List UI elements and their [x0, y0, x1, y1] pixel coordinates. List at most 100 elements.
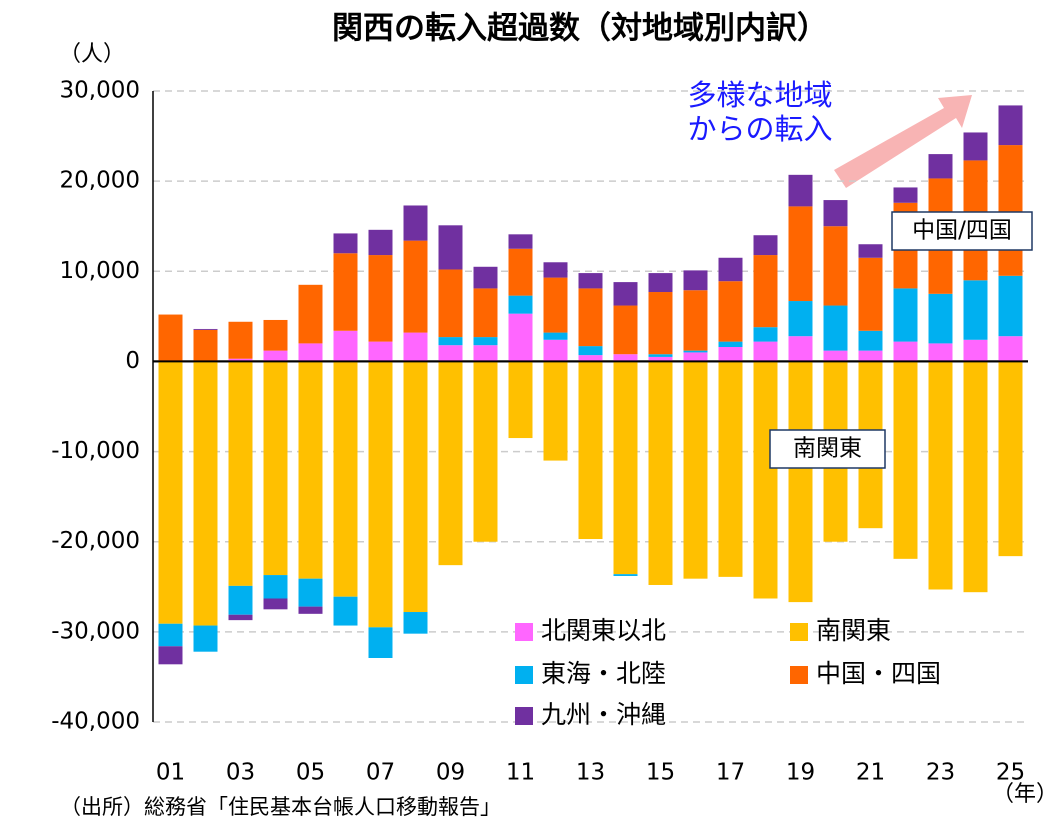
bar [158, 314, 183, 362]
bar [368, 341, 393, 362]
bar [578, 361, 603, 540]
bar [823, 305, 848, 351]
bar [788, 206, 813, 302]
x-tick-label: 03 [226, 760, 255, 786]
bar [298, 578, 323, 607]
bar [438, 269, 463, 338]
legend-swatch [515, 707, 533, 725]
bar [193, 361, 218, 626]
bar [718, 281, 743, 342]
x-tick-label: 23 [926, 760, 955, 786]
bar [263, 350, 288, 362]
bar [508, 248, 533, 296]
bar [298, 284, 323, 344]
bar [403, 612, 428, 634]
bar [718, 341, 743, 348]
bar [263, 319, 288, 351]
bar [998, 145, 1023, 276]
bar [998, 336, 1023, 362]
bar [438, 225, 463, 270]
bar [858, 257, 883, 331]
bar [578, 273, 603, 289]
bar [508, 234, 533, 249]
bar [333, 330, 358, 362]
bar [158, 646, 183, 665]
bar [438, 361, 463, 566]
bar [403, 240, 428, 333]
chart-title: 関西の転入超過数（対地域別内訳） [332, 11, 828, 47]
x-tick-label: 11 [506, 760, 535, 786]
bar [508, 313, 533, 362]
bar [438, 337, 463, 346]
bar [403, 205, 428, 241]
y-unit: （人） [59, 42, 125, 67]
bar [928, 361, 953, 590]
bar [473, 345, 498, 362]
legend-swatch [790, 623, 808, 641]
y-tick-label: 10,000 [60, 258, 140, 284]
bar [893, 187, 918, 203]
bar [193, 328, 218, 330]
y-tick-label: -40,000 [51, 709, 140, 735]
bar [998, 105, 1023, 146]
y-tick-label: -30,000 [51, 618, 140, 644]
bar [578, 355, 603, 362]
bar [298, 606, 323, 614]
bar [858, 330, 883, 351]
bar [193, 329, 218, 362]
bar [613, 574, 638, 576]
bar [753, 361, 778, 599]
legend-label: 九州・沖縄 [541, 700, 666, 729]
bar [543, 361, 568, 461]
legend-label: 中国・四国 [816, 659, 941, 688]
bar [228, 585, 253, 615]
bar [753, 255, 778, 328]
bar [228, 321, 253, 359]
x-tick-label: 01 [156, 760, 185, 786]
bar [648, 273, 673, 293]
legend-label: 北関東以北 [541, 616, 666, 645]
bar [963, 132, 988, 161]
bar [158, 361, 183, 624]
bar [788, 301, 813, 337]
x-tick-label: 25 [996, 760, 1025, 786]
bar [403, 332, 428, 362]
bar [508, 361, 533, 439]
bar [648, 361, 673, 585]
bar [158, 623, 183, 647]
bar [473, 288, 498, 338]
bar [893, 341, 918, 362]
bar [193, 625, 218, 652]
x-unit: （年） [992, 782, 1058, 807]
bar [263, 575, 288, 599]
bar [963, 339, 988, 362]
bar [228, 361, 253, 586]
bar [718, 347, 743, 362]
bar [333, 253, 358, 331]
bar [823, 200, 848, 227]
bar [753, 341, 778, 362]
bar [683, 361, 708, 579]
bar [368, 627, 393, 658]
bar [613, 282, 638, 306]
bar [578, 288, 603, 347]
bar [333, 361, 358, 597]
bar [998, 275, 1023, 337]
bar [613, 305, 638, 355]
bar [473, 266, 498, 289]
bar [333, 233, 358, 254]
y-tick-label: -10,000 [51, 438, 140, 464]
annotation: 中国/四国 [912, 218, 1012, 244]
bar [893, 361, 918, 559]
annotation-box [891, 211, 1033, 251]
bar [683, 352, 708, 362]
x-tick-label: 09 [436, 760, 465, 786]
bar [928, 343, 953, 362]
x-tick-label: 07 [366, 760, 395, 786]
bar [648, 354, 673, 357]
bar [683, 270, 708, 291]
bar [613, 354, 638, 362]
bar [543, 339, 568, 362]
bar [928, 154, 953, 179]
bar [963, 361, 988, 593]
